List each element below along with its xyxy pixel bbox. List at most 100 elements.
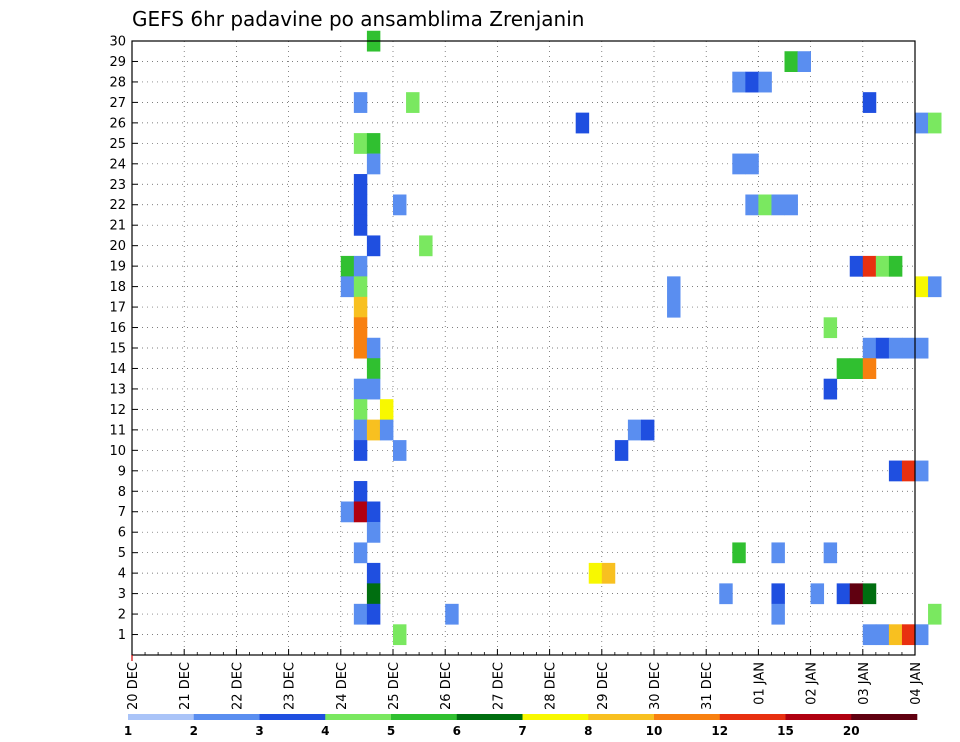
colorbar-segment <box>391 714 458 720</box>
y-tick-label: 13 <box>109 382 126 397</box>
colorbar-segment <box>719 714 786 720</box>
heatmap-cell <box>353 399 368 420</box>
colorbar-segment <box>325 714 392 720</box>
x-tick-label: 02 JAN <box>805 662 820 705</box>
heatmap-cell <box>353 174 368 195</box>
y-tick-label: 29 <box>109 55 126 70</box>
heatmap-cell <box>366 603 381 625</box>
y-tick-label: 19 <box>109 260 126 275</box>
colorbar: 1 2 3 4 5 6 7 8 10 12 15 20 <box>124 714 918 738</box>
heatmap-cell <box>353 337 368 359</box>
heatmap-cell <box>862 92 877 113</box>
y-tick-label: 27 <box>109 96 126 111</box>
heatmap-cell <box>862 624 877 646</box>
colorbar-label: 20 <box>843 724 860 738</box>
colorbar-segment <box>588 714 655 720</box>
y-tick-label: 15 <box>109 342 126 357</box>
heatmap-cell <box>353 440 368 461</box>
heatmap-cell <box>888 337 903 359</box>
heatmap-cell <box>419 235 433 257</box>
heatmap-cell <box>771 583 785 605</box>
y-tick-label: 17 <box>109 301 126 316</box>
heatmap-cell <box>366 501 381 523</box>
x-tick-label: 04 JAN <box>909 662 924 705</box>
heatmap-cell <box>928 603 942 625</box>
y-tick-label: 1 <box>118 628 126 643</box>
heatmap-cell <box>915 624 929 646</box>
heatmap-cell <box>353 214 368 236</box>
x-tick-label: 03 JAN <box>857 662 872 705</box>
y-tick-label: 10 <box>109 444 126 459</box>
heatmap-cell <box>614 440 629 461</box>
colorbar-label: 3 <box>255 724 263 738</box>
y-tick-label: 28 <box>109 75 126 90</box>
y-axis: 1234567891011121314151617181920212223242… <box>109 35 138 643</box>
y-tick-label: 11 <box>109 423 126 438</box>
heatmap-cell <box>445 603 459 625</box>
y-tick-label: 22 <box>109 198 126 213</box>
colorbar-segment <box>193 714 260 720</box>
heatmap-cell <box>353 255 368 277</box>
heatmap-cell <box>915 460 929 482</box>
heatmap-cell <box>758 194 772 216</box>
heatmap-cell <box>810 583 825 605</box>
y-tick-label: 7 <box>118 505 126 520</box>
heatmap-cell <box>758 71 772 93</box>
heatmap-cell <box>393 440 407 461</box>
heatmap-cell <box>340 255 355 277</box>
colorbar-segment <box>654 714 721 720</box>
heatmap-cell <box>901 337 916 359</box>
heatmap-cell <box>366 133 381 154</box>
colorbar-segment <box>128 714 195 720</box>
y-tick-label: 6 <box>118 526 126 541</box>
y-tick-label: 16 <box>109 321 126 336</box>
x-tick-label: 27 DEC <box>491 662 506 710</box>
heatmap-cell <box>353 317 368 339</box>
heatmap-cell <box>862 337 877 359</box>
heatmap-cell <box>588 562 603 584</box>
x-tick-label: 22 DEC <box>230 662 245 710</box>
heatmap-cell <box>353 501 368 523</box>
y-tick-label: 20 <box>109 239 126 254</box>
colorbar-label: 10 <box>646 724 663 738</box>
colorbar-label: 15 <box>777 724 794 738</box>
heatmap-cell <box>784 51 798 72</box>
heatmap-cell <box>353 296 368 318</box>
y-tick-label: 18 <box>109 280 126 295</box>
heatmap-cell <box>849 358 864 379</box>
x-tick-label: 21 DEC <box>178 662 193 710</box>
colorbar-segment <box>785 714 852 720</box>
y-tick-label: 4 <box>118 567 126 582</box>
colorbar-label: 2 <box>190 724 198 738</box>
x-tick-label: 23 DEC <box>283 662 298 710</box>
heatmap-cell <box>353 419 368 441</box>
y-tick-label: 8 <box>118 485 126 500</box>
heatmap-cell <box>823 378 838 400</box>
heatmap-cell <box>406 92 420 113</box>
chart-title: GEFS 6hr padavine po ansamblima Zrenjani… <box>132 7 584 31</box>
y-tick-label: 24 <box>109 157 126 172</box>
colorbar-label: 4 <box>321 724 329 738</box>
heatmap-cell <box>862 358 877 379</box>
colorbar-label: 7 <box>518 724 526 738</box>
heatmap-cell <box>379 399 394 420</box>
heatmap-cell <box>366 583 381 605</box>
heatmap-cell <box>340 276 355 298</box>
x-axis: 20 DEC 21 DEC 22 DEC 23 DEC 24 DEC 25 DEC 26 D… <box>126 649 924 710</box>
heatmap-cell <box>353 542 368 564</box>
heatmap-cell <box>784 194 798 216</box>
x-tick-label: 31 DEC <box>700 662 715 710</box>
heatmap-cell <box>640 419 655 441</box>
heatmap-cell <box>366 378 381 400</box>
x-tick-label: 26 DEC <box>439 662 454 710</box>
heatmap-cell <box>575 112 590 134</box>
heatmap-cell <box>888 624 903 646</box>
heatmap-cell <box>836 358 851 379</box>
heatmap-cell <box>732 542 746 564</box>
x-tick-label: 01 JAN <box>752 662 767 705</box>
heatmap-cell <box>875 624 890 646</box>
heatmap-cell <box>393 194 407 216</box>
colorbar-label: 6 <box>453 724 461 738</box>
heatmap-cell <box>901 460 916 482</box>
y-tick-label: 30 <box>109 35 126 50</box>
